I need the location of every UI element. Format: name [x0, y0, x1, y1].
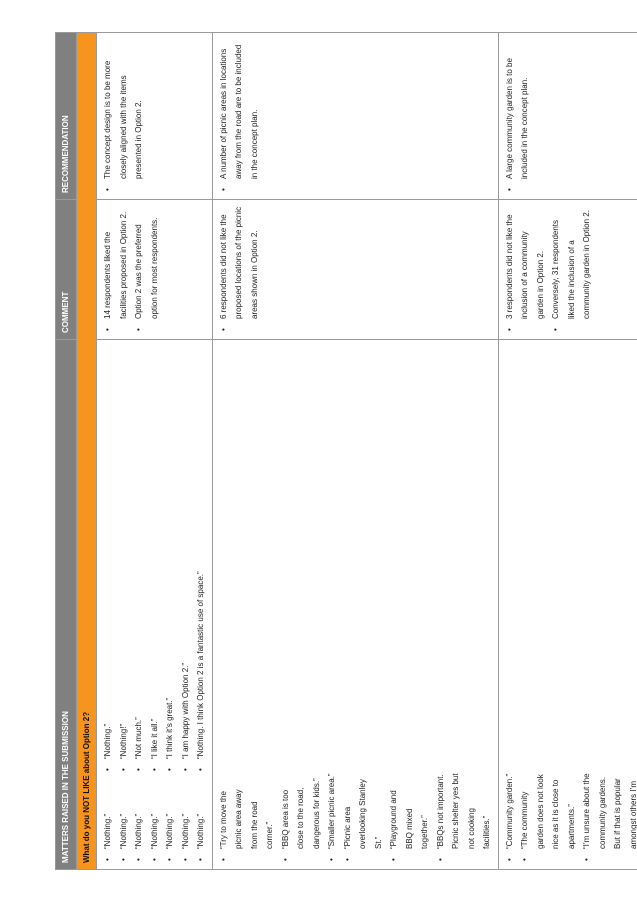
bullet-item: “I’m unsure about the community gardens.… — [579, 773, 637, 863]
bullet-list: “Community garden.”“The community garden… — [502, 773, 637, 863]
bullet-list: The concept design is to be more closely… — [100, 39, 147, 193]
bullet-list: “Try to move the picnic area away from t… — [216, 773, 495, 863]
comment-cell: 6 respondents did not like the proposed … — [212, 199, 498, 340]
table-row: “Nothing.”“Nothing.”“Nothing.”“Nothing.”… — [96, 32, 212, 870]
bullet-item: “Nothing. I think Option 2 is a fantasti… — [193, 571, 209, 773]
matters-cell: “Nothing.”“Nothing.”“Nothing.”“Nothing.”… — [96, 339, 212, 870]
bullet-item: “Nothing.” — [131, 773, 147, 863]
bullet-item: Conversely, 31 respondents liked the inc… — [548, 206, 595, 333]
bullet-item: Option 2 was the preferred option for mo… — [131, 206, 162, 333]
bullet-item: “Nothing.” — [116, 773, 132, 863]
bullet-list: A large community garden is to be includ… — [502, 39, 533, 193]
bullet-item: “Nothing.” — [193, 773, 209, 863]
bullet-item: “Community garden.” — [502, 773, 518, 863]
bullet-list: “Nothing.”“Nothing!”“Not much.”“I like i… — [100, 571, 209, 773]
bullet-item: “Nothing.” — [178, 773, 194, 863]
section-title: What do you NOT LIKE about Option 2? — [76, 32, 97, 870]
recommendation-cell: The concept design is to be more closely… — [96, 32, 212, 200]
bullet-list: A number of picnic areas in locations aw… — [216, 39, 263, 193]
table-row: “Try to move the picnic area away from t… — [212, 32, 498, 870]
bullet-item: “Try to move the picnic area away from t… — [216, 773, 278, 863]
bullet-list: 3 respondents did not like the inclusion… — [502, 206, 595, 333]
bullet-item: “Not much.” — [131, 571, 147, 773]
bullet-item: “Picnic area overlooking Stanley St.” — [340, 773, 387, 863]
matters-cell: “Try to move the picnic area away from t… — [212, 339, 498, 870]
bullet-item: “Nothing.” — [147, 773, 163, 863]
bullet-item: “Nothing.” — [162, 773, 178, 863]
recommendation-cell: A number of picnic areas in locations aw… — [212, 32, 498, 200]
bullet-item: “The community garden does not look nice… — [517, 773, 579, 863]
bullet-item: “Smaller picnic area.” — [324, 773, 340, 863]
table-row: “Community garden.”“The community garden… — [498, 32, 637, 870]
bullet-item: A large community garden is to be includ… — [502, 39, 533, 193]
header-cell: RECOMMENDATION — [55, 32, 76, 200]
submission-table: MATTERS RAISED IN THE SUBMISSION COMMENT… — [55, 32, 637, 870]
bullet-item: “I like it all.” — [147, 571, 163, 773]
bullet-item: “Nothing!” — [116, 571, 132, 773]
header-row: MATTERS RAISED IN THE SUBMISSION COMMENT… — [55, 32, 76, 870]
bullet-list: 6 respondents did not like the proposed … — [216, 206, 263, 333]
bullet-item: “BBQ area is too close to the road, dang… — [278, 773, 325, 863]
matters-cell: “Community garden.”“The community garden… — [498, 339, 637, 870]
bullet-item: “BBQs not important. Picnic shelter yes … — [433, 773, 495, 863]
bullet-list: “Nothing.”“Nothing.”“Nothing.”“Nothing.”… — [100, 773, 209, 863]
bullet-item: The concept design is to be more closely… — [100, 39, 147, 193]
bullet-item: A number of picnic areas in locations aw… — [216, 39, 263, 193]
bullet-item: 3 respondents did not like the inclusion… — [502, 206, 549, 333]
matters-columns: “Nothing.”“Nothing.”“Nothing.”“Nothing.”… — [100, 346, 209, 863]
bullet-list: 14 respondents liked the facilities prop… — [100, 206, 162, 333]
bullet-item: “I am happy with Option 2.” — [178, 571, 194, 773]
bullet-item: “Nothing.” — [100, 571, 116, 773]
matters-columns: “Try to move the picnic area away from t… — [216, 346, 495, 863]
bullet-item: “I think it’s great.” — [162, 571, 178, 773]
matters-columns: “Community garden.”“The community garden… — [502, 346, 637, 863]
recommendation-cell: A large community garden is to be includ… — [498, 32, 637, 200]
header-cell: COMMENT — [55, 199, 76, 340]
comment-cell: 3 respondents did not like the inclusion… — [498, 199, 637, 340]
section-row: What do you NOT LIKE about Option 2? — [76, 32, 97, 870]
bullet-item: 14 respondents liked the facilities prop… — [100, 206, 131, 333]
bullet-item: 6 respondents did not like the proposed … — [216, 206, 263, 333]
bullet-item: “Playground and BBQ mixed together.” — [386, 773, 433, 863]
bullet-item: “Nothing.” — [100, 773, 116, 863]
comment-cell: 14 respondents liked the facilities prop… — [96, 199, 212, 340]
header-cell: MATTERS RAISED IN THE SUBMISSION — [55, 339, 76, 870]
